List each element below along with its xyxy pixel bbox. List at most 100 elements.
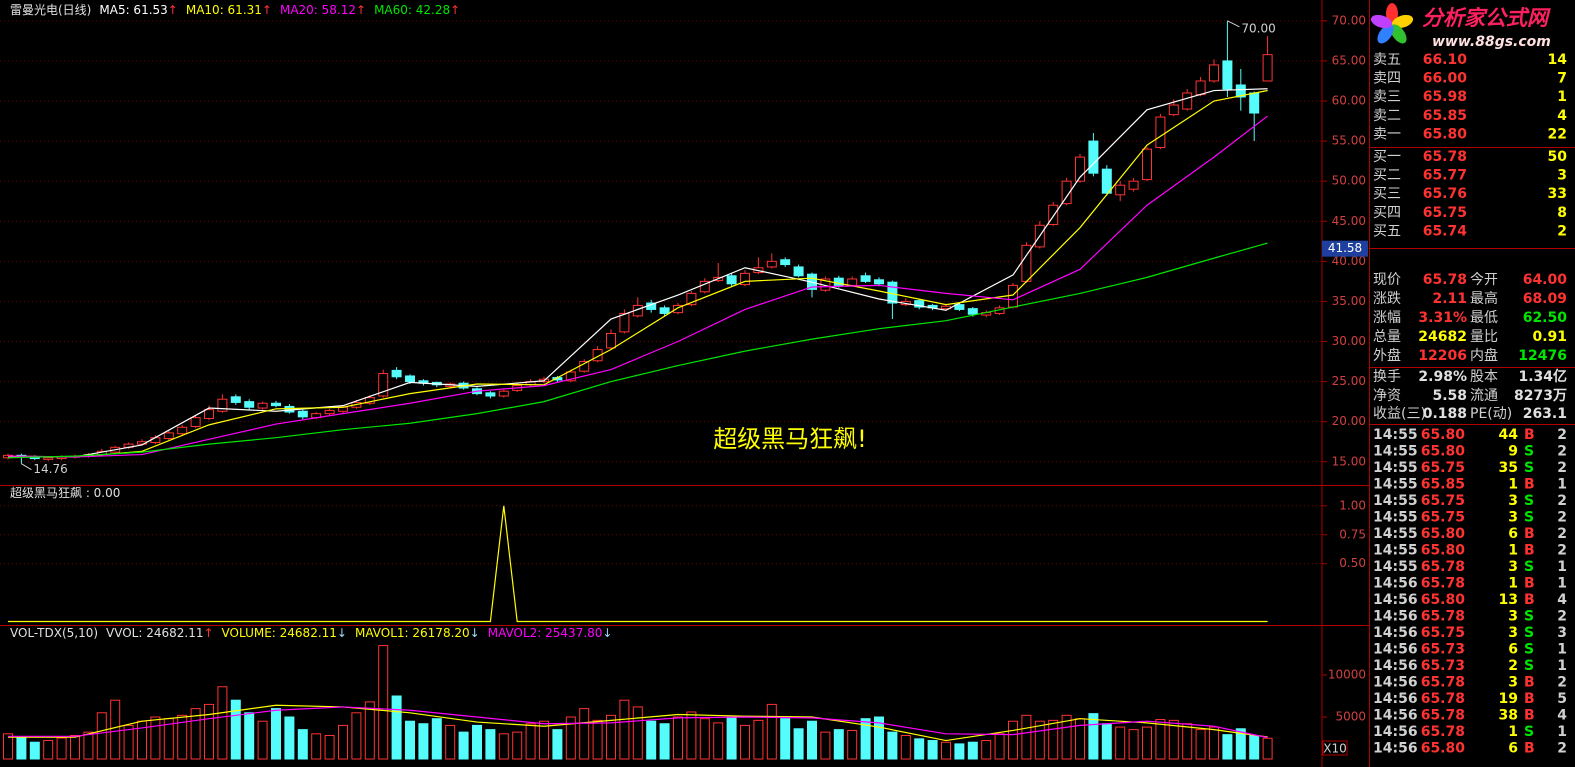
trade-volume: 6 xyxy=(1508,741,1518,757)
candle-body xyxy=(271,402,281,407)
y-tick-label: 20.00 xyxy=(1332,414,1366,428)
trade-count: 2 xyxy=(1557,427,1567,443)
book-price: 65.76 xyxy=(1423,186,1467,202)
header-arrow: ↓ xyxy=(602,626,612,640)
trade-count: 2 xyxy=(1557,526,1567,542)
trade-volume: 2 xyxy=(1508,658,1518,674)
candle-body xyxy=(1182,92,1193,110)
y-tick-label: 40.00 xyxy=(1332,254,1366,268)
volume-bar xyxy=(1155,719,1166,760)
candle-body xyxy=(914,300,925,308)
candle-body xyxy=(378,373,389,397)
volume-bar xyxy=(512,731,523,760)
volume-bar xyxy=(766,703,777,760)
header-text: MA10: 61.31 xyxy=(186,3,262,17)
volume-bar xyxy=(994,733,1005,760)
trade-count: 2 xyxy=(1557,493,1567,509)
trade-volume: 13 xyxy=(1499,592,1518,608)
header-text: MAVOL2: 25437.80 xyxy=(488,626,603,640)
trade-price: 65.78 xyxy=(1421,724,1465,740)
volume-bar xyxy=(43,740,54,760)
trade-time: 14:55 xyxy=(1373,427,1418,443)
trade-volume: 1 xyxy=(1508,724,1518,740)
trade-time: 14:55 xyxy=(1373,510,1418,526)
stat-label: 流通 xyxy=(1470,388,1498,404)
trade-price: 65.80 xyxy=(1421,427,1466,443)
volume-bar xyxy=(1222,734,1233,760)
panel-header: 雷曼光电(日线) MA5: 61.53↑ MA10: 61.31↑ MA20: 58.… xyxy=(10,3,460,17)
series-line xyxy=(7,115,1268,458)
trade-time: 14:56 xyxy=(1373,592,1418,608)
book-price: 66.00 xyxy=(1423,71,1468,87)
volume-bar xyxy=(1262,737,1273,760)
candle-body xyxy=(297,410,308,418)
trade-volume: 1 xyxy=(1508,543,1518,559)
trade-count: 2 xyxy=(1557,675,1567,691)
candle-body xyxy=(606,332,616,349)
stat-value: 68.09 xyxy=(1523,291,1567,307)
series-line xyxy=(7,89,1268,458)
trade-side: B xyxy=(1524,741,1535,757)
book-volume: 33 xyxy=(1548,186,1567,202)
axis-marker-box xyxy=(1322,240,1368,257)
trade-time: 14:56 xyxy=(1373,675,1418,691)
series-line xyxy=(8,505,1268,623)
trade-price: 65.80 xyxy=(1421,741,1466,757)
volume-bar xyxy=(1034,720,1045,760)
candle-body xyxy=(793,266,804,277)
volume-bar xyxy=(190,708,201,760)
volume-bar xyxy=(820,731,831,760)
stat-value: 64.00 xyxy=(1523,272,1568,288)
stat-label: 今开 xyxy=(1470,272,1498,288)
volume-bar xyxy=(364,701,375,760)
volume-bar xyxy=(1128,729,1139,760)
book-price: 65.78 xyxy=(1423,149,1467,165)
candle-body xyxy=(967,308,978,315)
stat-label: PE(动) xyxy=(1470,406,1512,422)
stat-value: 12206 xyxy=(1418,348,1467,364)
stat-label: 涨幅 xyxy=(1373,310,1401,326)
trade-price: 65.73 xyxy=(1421,642,1465,658)
volume-bar xyxy=(1021,714,1032,760)
candle-body xyxy=(324,409,335,415)
logo-title: 分析家公式网 xyxy=(1422,6,1551,30)
volume-bar xyxy=(726,716,737,760)
volume-bar xyxy=(659,723,670,760)
trade-side: B xyxy=(1524,675,1535,691)
volume-bar xyxy=(351,712,362,760)
trade-count: 4 xyxy=(1557,592,1567,608)
axis-marker-label: 41.58 xyxy=(1328,241,1362,255)
volume-bar xyxy=(311,733,322,760)
y-tick-label: 25.00 xyxy=(1332,374,1366,388)
volume-bar xyxy=(1235,728,1246,760)
logo-icon xyxy=(1370,3,1414,44)
header-text: VOLUME: 24682.11 xyxy=(222,626,337,640)
volume-bar xyxy=(565,716,576,760)
y-tick-label: 10000 xyxy=(1328,667,1366,681)
trade-side: B xyxy=(1524,708,1535,724)
annotation: 超级黑马狂飙! xyxy=(713,425,867,453)
trade-volume: 3 xyxy=(1508,609,1518,625)
stat-label: 净资 xyxy=(1373,388,1401,404)
candle-body xyxy=(1142,148,1152,181)
stat-value: 2.11 xyxy=(1432,291,1467,307)
volume-bar xyxy=(1182,723,1193,760)
stat-label: 总量 xyxy=(1373,329,1401,345)
trade-side: B xyxy=(1524,477,1535,493)
y-tick-label: 65.00 xyxy=(1332,53,1366,67)
trade-side: S xyxy=(1524,642,1534,658)
trade-volume: 9 xyxy=(1508,444,1518,460)
volume-bar xyxy=(552,729,563,760)
candle-body xyxy=(498,390,509,397)
volume-bar xyxy=(257,720,268,760)
book-label: 卖三 xyxy=(1373,89,1401,105)
logo-petal xyxy=(1391,14,1414,29)
header-text: MA60: 42.28 xyxy=(374,3,450,17)
trade-price: 65.75 xyxy=(1421,493,1465,509)
volume-bar xyxy=(123,724,134,760)
header-arrow: ↑ xyxy=(203,626,213,640)
trade-side: S xyxy=(1524,510,1534,526)
trade-price: 65.78 xyxy=(1421,708,1465,724)
logo-petal xyxy=(1370,14,1393,29)
candle-body xyxy=(284,405,295,413)
